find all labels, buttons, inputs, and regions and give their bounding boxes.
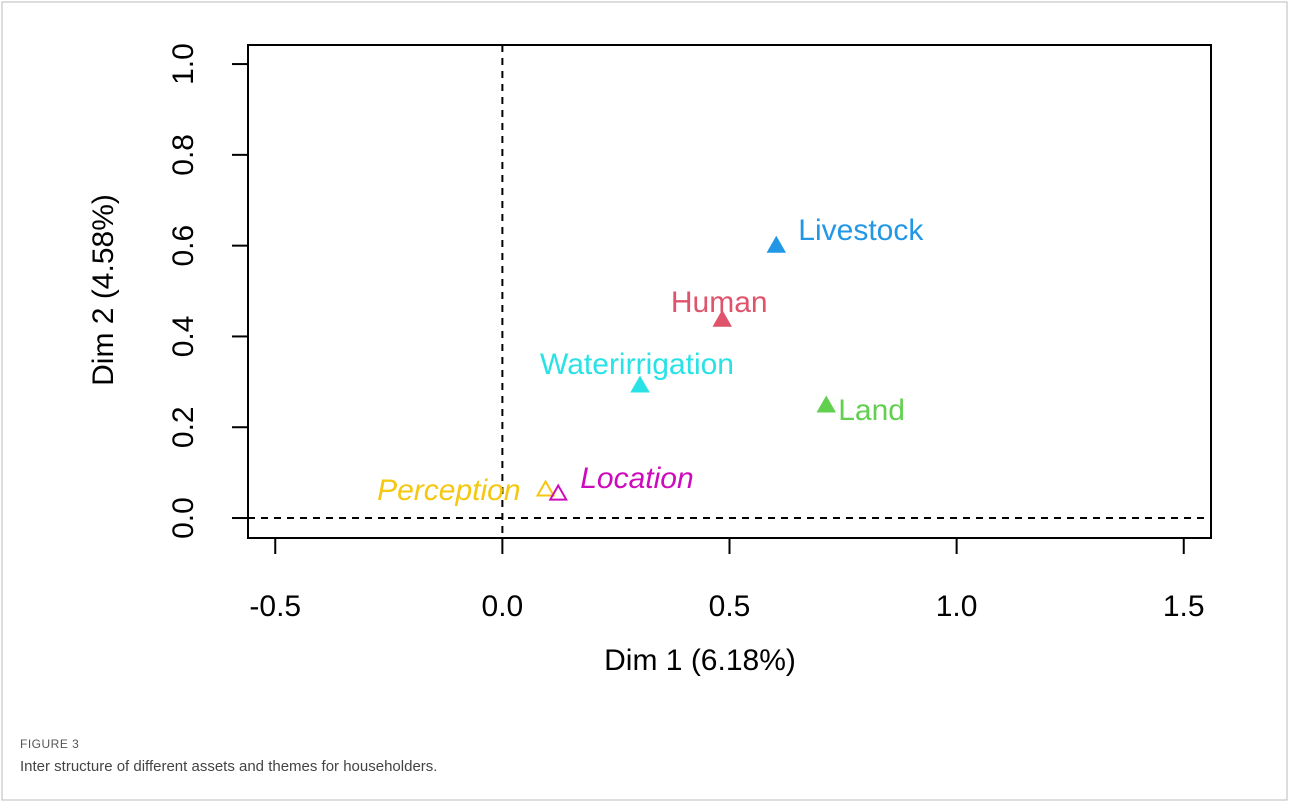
x-tick-label: 1.5 bbox=[1163, 590, 1205, 623]
figure-caption: Inter structure of different assets and … bbox=[20, 758, 438, 775]
point-label: Perception bbox=[377, 474, 520, 507]
point bbox=[766, 235, 787, 253]
point-label: Waterirrigation bbox=[540, 348, 734, 381]
point-label: Location bbox=[580, 462, 693, 495]
x-tick-label: 1.0 bbox=[936, 590, 978, 623]
y-tick-label: 0.8 bbox=[167, 134, 200, 176]
x-tick-label: -0.5 bbox=[249, 590, 301, 623]
y-axis-label: Dim 2 (4.58%) bbox=[87, 194, 120, 386]
y-tick-label: 0.6 bbox=[167, 225, 200, 267]
y-tick-label: 0.4 bbox=[167, 316, 200, 358]
point bbox=[548, 483, 568, 501]
point-label: Livestock bbox=[798, 214, 924, 247]
x-axis-label: Dim 1 (6.18%) bbox=[604, 644, 796, 677]
point bbox=[535, 479, 556, 497]
x-tick-label: 0.0 bbox=[482, 590, 524, 623]
y-tick-label: 0.2 bbox=[167, 406, 200, 448]
point-label: Human bbox=[671, 286, 768, 319]
figure-number: FIGURE 3 bbox=[20, 737, 80, 751]
point bbox=[816, 395, 836, 413]
x-tick-label: 0.5 bbox=[709, 590, 751, 623]
y-tick-label: 0.0 bbox=[167, 497, 200, 539]
point bbox=[712, 309, 732, 327]
y-tick-label: 1.0 bbox=[167, 43, 200, 85]
point bbox=[630, 375, 650, 393]
point-label: Land bbox=[838, 394, 905, 427]
